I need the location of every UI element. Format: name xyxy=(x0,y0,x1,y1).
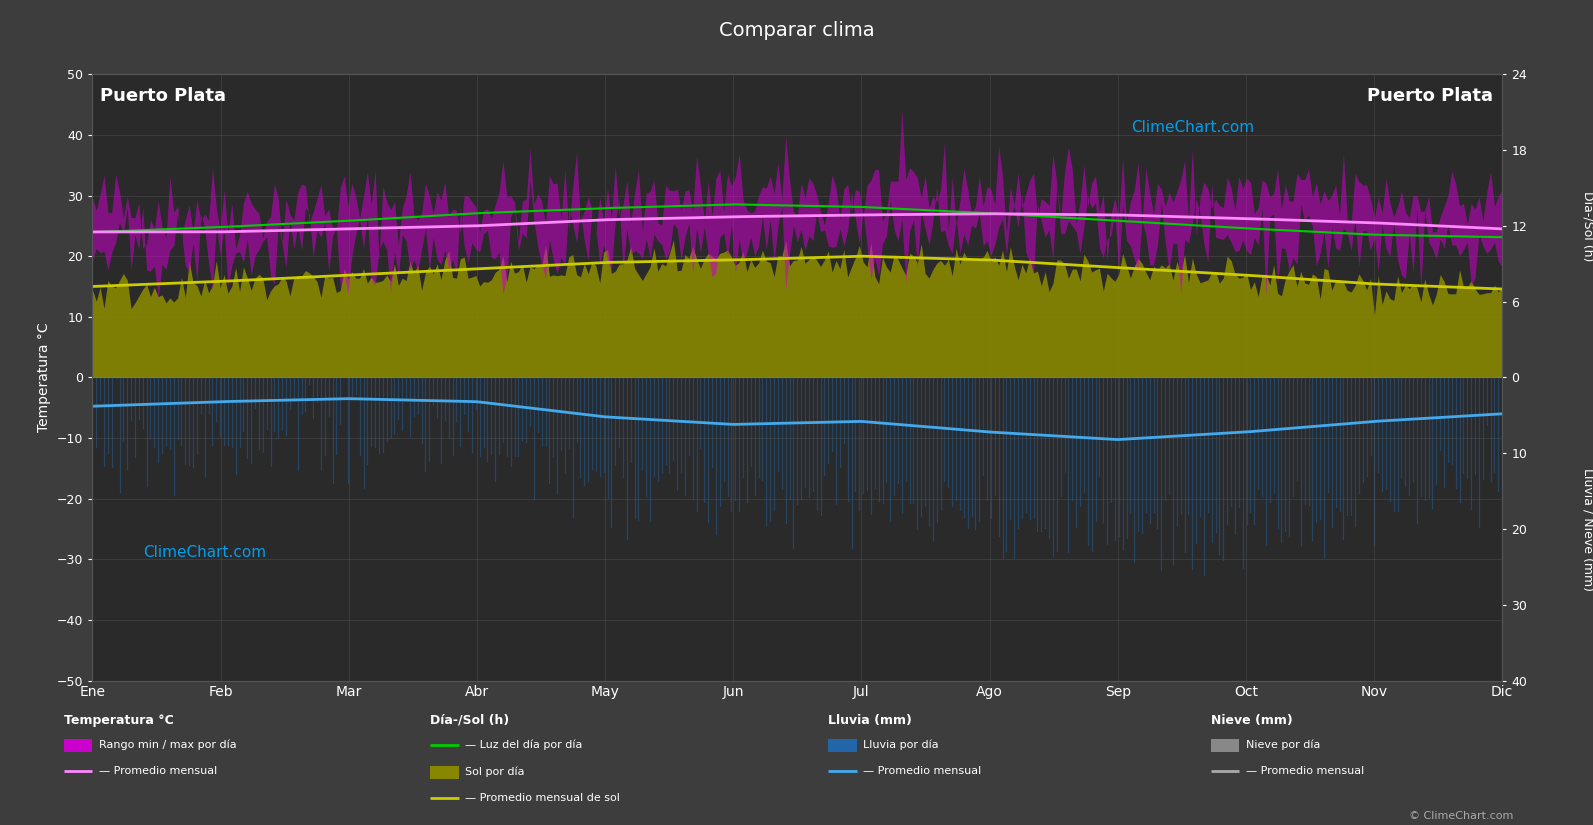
Text: — Luz del día por día: — Luz del día por día xyxy=(465,740,583,750)
Text: Rango min / max por día: Rango min / max por día xyxy=(99,740,236,750)
Text: — Promedio mensual: — Promedio mensual xyxy=(99,766,217,776)
Text: Nieve por día: Nieve por día xyxy=(1246,740,1321,750)
Text: Día-/Sol (h): Día-/Sol (h) xyxy=(430,714,510,727)
Text: Día-/Sol (h): Día-/Sol (h) xyxy=(1582,191,1593,261)
Text: Temperatura °C: Temperatura °C xyxy=(64,714,174,727)
Y-axis label: Temperatura °C: Temperatura °C xyxy=(37,323,51,432)
Text: — Promedio mensual: — Promedio mensual xyxy=(1246,766,1364,776)
Text: Lluvia / Nieve (mm): Lluvia / Nieve (mm) xyxy=(1582,468,1593,591)
Text: Nieve (mm): Nieve (mm) xyxy=(1211,714,1292,727)
Text: ClimeChart.com: ClimeChart.com xyxy=(1131,120,1254,135)
Text: Puerto Plata: Puerto Plata xyxy=(100,87,226,105)
Text: — Promedio mensual: — Promedio mensual xyxy=(863,766,981,776)
Text: Puerto Plata: Puerto Plata xyxy=(1367,87,1493,105)
Text: Comparar clima: Comparar clima xyxy=(718,21,875,40)
Text: Lluvia (mm): Lluvia (mm) xyxy=(828,714,913,727)
Text: — Promedio mensual de sol: — Promedio mensual de sol xyxy=(465,793,620,803)
Text: © ClimeChart.com: © ClimeChart.com xyxy=(1408,811,1513,821)
Text: Lluvia por día: Lluvia por día xyxy=(863,740,938,750)
Text: ClimeChart.com: ClimeChart.com xyxy=(143,545,266,560)
Text: Sol por día: Sol por día xyxy=(465,766,524,776)
